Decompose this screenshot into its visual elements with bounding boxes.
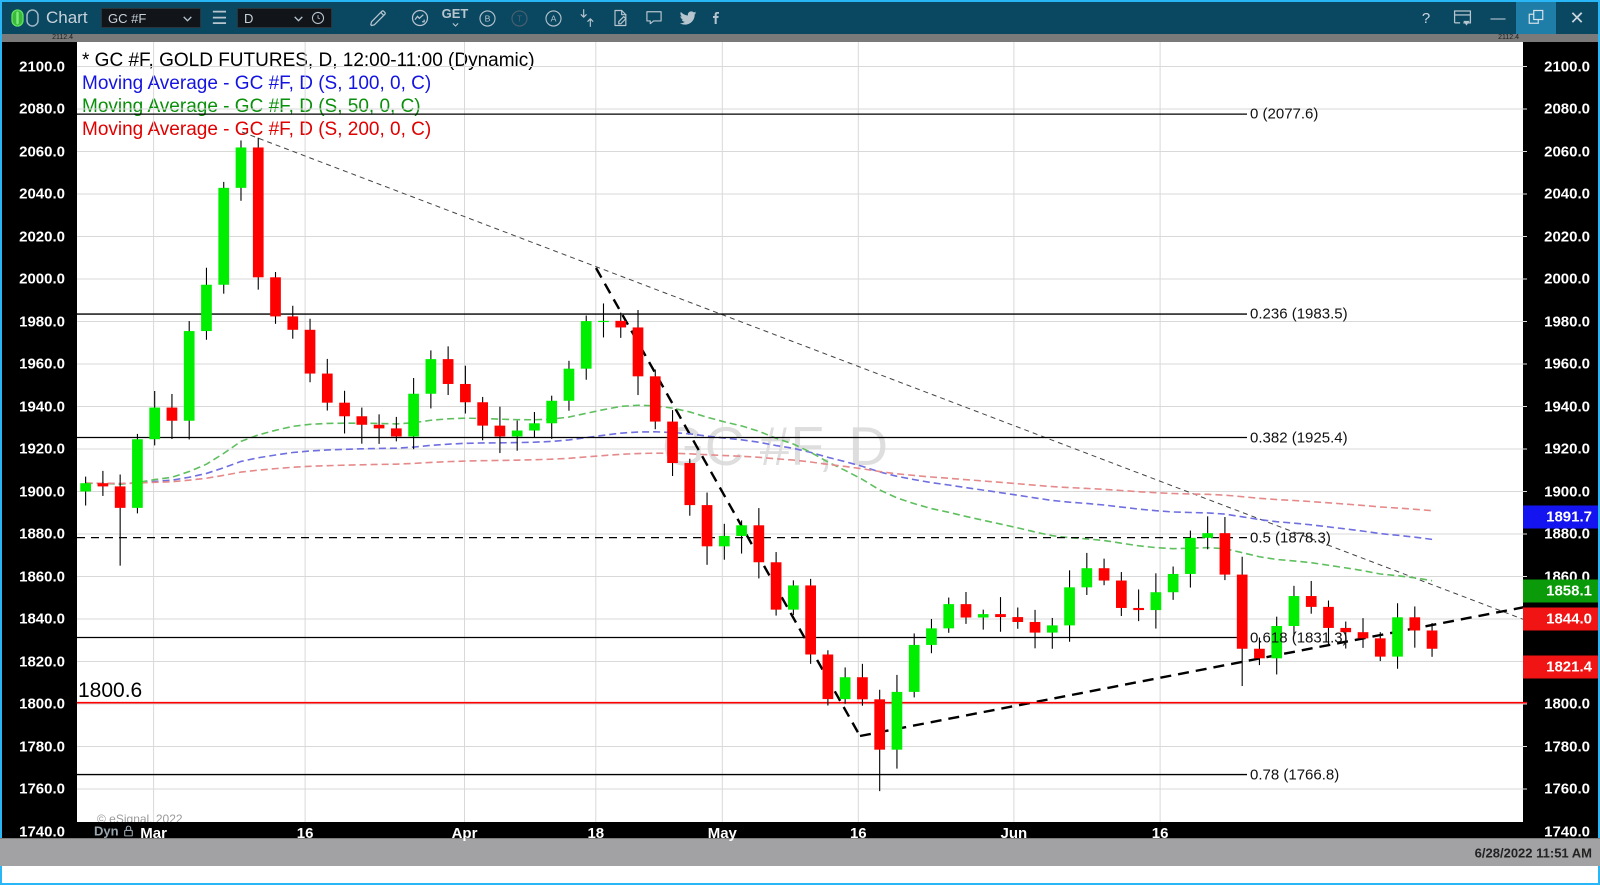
svg-text:A: A: [550, 13, 556, 23]
svg-text:T: T: [516, 13, 522, 23]
svg-text:B: B: [484, 13, 490, 23]
